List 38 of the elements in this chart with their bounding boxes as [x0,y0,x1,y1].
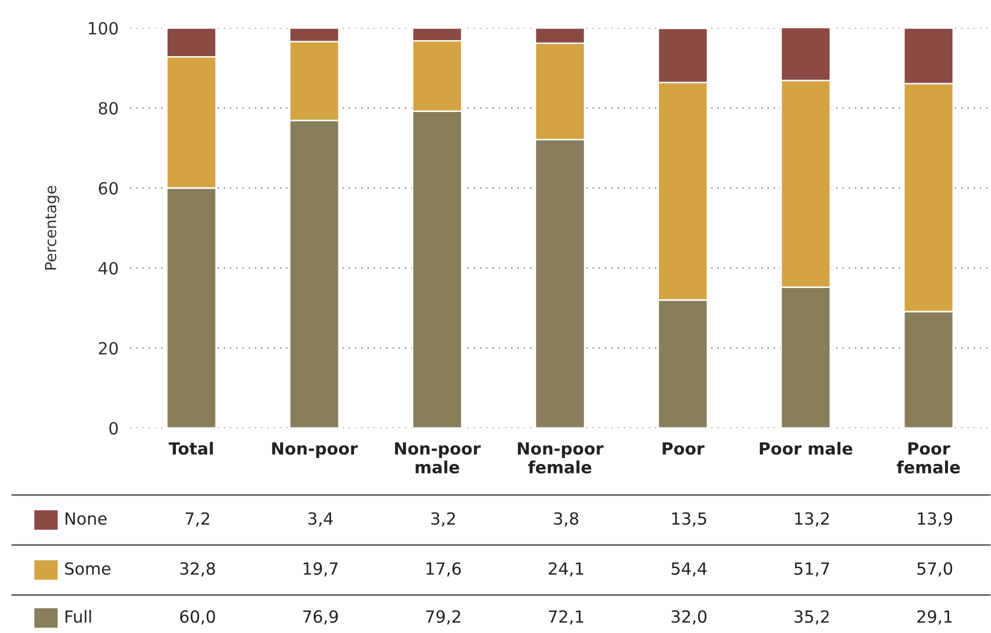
data-label: 3,8 [554,512,578,527]
legend-label: Full [66,610,91,623]
data-label: 32,8 [180,562,215,577]
data-label: 35,2 [794,610,829,625]
data-label: 24,1 [548,562,584,577]
x-tick-label: Poor female [896,442,960,474]
data-label: 17,6 [426,562,461,577]
data-label: 79,2 [426,610,460,625]
data-label: 19,7 [304,562,338,577]
data-label: 13,2 [795,512,829,527]
data-label: 32,0 [672,610,706,625]
y-tick-label: 60 [98,182,118,195]
data-label: 76,9 [303,610,338,625]
x-tick-label: Non-poor male [395,442,481,474]
data-label: 54,4 [672,562,707,577]
data-label: 60,0 [180,610,216,625]
data-label: 51,7 [794,562,829,577]
y-axis-title: Percentage [44,186,60,270]
x-tick-label: Poor male [760,442,852,455]
y-tick-label: 100 [88,22,118,35]
y-tick-label: 80 [98,102,118,115]
data-label: 13,9 [918,512,952,527]
legend-label: Some [65,562,110,575]
data-label: 29,1 [917,610,952,625]
y-tick-label: 20 [98,342,118,355]
y-tick-label: 40 [98,262,118,275]
x-tick-label: Non-poor female [518,442,604,474]
data-label: 57,0 [917,562,952,577]
y-tick-label: 0 [109,422,118,435]
data-label: 13,5 [672,512,706,527]
data-label: 7,2 [186,512,210,527]
legend-label: None [66,512,107,525]
data-label: 3,2 [431,512,455,527]
x-tick-label: Total [168,442,213,455]
x-tick-label: Poor [662,442,704,455]
data-label: 72,1 [548,610,584,625]
x-tick-label: Non-poor [272,442,358,458]
data-label: 3,4 [308,512,333,527]
